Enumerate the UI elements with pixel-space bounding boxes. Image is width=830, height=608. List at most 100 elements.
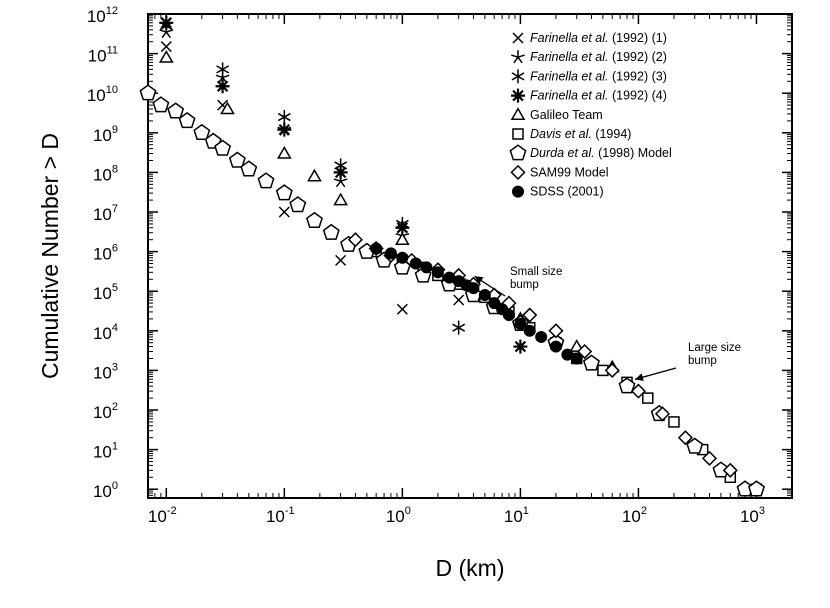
data-point: [159, 15, 174, 30]
legend-label-text: (1992) (4): [609, 89, 667, 103]
y-tick-exponent: 2: [112, 401, 118, 413]
data-point: [409, 257, 422, 270]
data-point: [160, 41, 172, 53]
y-tick-label: 1011: [88, 45, 118, 66]
legend-entry: SDSS (2001): [512, 185, 604, 199]
series-8: [370, 242, 583, 365]
data-point: [289, 196, 307, 213]
data-point: [467, 282, 480, 295]
legend-marker: [511, 50, 525, 64]
data-point: [569, 339, 585, 352]
data-point: [522, 307, 538, 323]
data-point: [396, 251, 409, 264]
data-point: [215, 79, 230, 94]
legend-label: SAM99 Model: [530, 165, 609, 179]
data-point: [570, 352, 583, 365]
data-point: [193, 123, 211, 141]
data-point: [722, 462, 738, 478]
data-point: [240, 160, 258, 177]
y-tick-label: 109: [93, 124, 118, 145]
annotation-text: bump: [688, 355, 717, 367]
legend-label: Durda et al. (1998) Model: [530, 146, 672, 160]
y-tick-label: 105: [93, 282, 118, 303]
legend-label-text: Galileo Team: [530, 108, 603, 122]
x-tick-exponent: -2: [167, 505, 177, 517]
legend-label-italic: Farinella et al.: [530, 31, 609, 45]
data-point: [513, 339, 528, 354]
series-5: [370, 245, 763, 495]
y-tick-exponent: 0: [112, 480, 118, 492]
legend-entry: Galileo Team: [510, 107, 603, 122]
annotation-text: Large size: [688, 342, 741, 354]
data-point: [216, 62, 230, 77]
data-point: [395, 232, 410, 245]
legend-label-text: (1994): [592, 127, 632, 141]
y-tick-label: 100: [93, 480, 118, 501]
legend-label: SDSS (2001): [530, 185, 604, 199]
legend-marker: [512, 32, 524, 44]
x-tick-exponent: 2: [641, 505, 647, 517]
y-tick-label: 107: [93, 203, 118, 224]
x-axis-ticks: 10-2 10-1 100 101 102 103: [148, 14, 765, 526]
y-axis-label: Cumulative Number > D: [37, 133, 63, 379]
data-point: [158, 49, 174, 63]
legend-label-italic: Farinella et al.: [530, 50, 609, 64]
legend-label: Farinella et al. (1992) (3): [530, 69, 667, 83]
data-point: [604, 362, 620, 378]
data-point: [654, 406, 671, 422]
legend-label: Farinella et al. (1992) (1): [530, 31, 667, 45]
legend-entry: Davis et al. (1994): [512, 127, 631, 141]
y-tick-exponent: 11: [107, 45, 118, 57]
legend-label-text: (1998) Model: [595, 146, 672, 160]
legend-label: Davis et al. (1994): [530, 127, 631, 141]
data-point: [139, 84, 157, 101]
y-tick-label: 106: [93, 243, 118, 264]
x-axis-label: D (km): [436, 555, 505, 581]
data-point: [333, 192, 348, 206]
data-point: [548, 323, 564, 339]
x-tick-exponent: 1: [523, 505, 529, 517]
y-tick-exponent: 6: [112, 243, 118, 255]
data-point: [677, 430, 693, 446]
legend-entry: Farinella et al. (1992) (2): [511, 50, 667, 64]
data-point: [478, 289, 491, 302]
data-point: [535, 330, 548, 343]
legend-entry: Farinella et al. (1992) (1): [512, 31, 667, 45]
legend-marker: [510, 164, 526, 180]
annotation-arrowhead: [634, 373, 644, 382]
data-point: [452, 320, 466, 335]
data-point: [701, 450, 718, 466]
y-tick-exponent: 9: [112, 124, 118, 136]
x-tick-label: 101: [504, 505, 529, 526]
legend-entry: Farinella et al. (1992) (4): [511, 89, 667, 103]
data-point: [347, 232, 363, 248]
legend-marker: [512, 185, 524, 198]
legend-entry: Durda et al. (1998) Model: [509, 144, 672, 161]
data-point: [277, 110, 291, 125]
data-point: [257, 172, 275, 189]
data-series: [139, 15, 765, 497]
annotation-arrowhead: [474, 276, 484, 284]
y-tick-exponent: 7: [112, 203, 118, 215]
legend-label: Farinella et al. (1992) (2): [530, 50, 667, 64]
data-point: [276, 146, 292, 159]
y-tick-exponent: 4: [112, 322, 118, 334]
data-point: [642, 392, 654, 404]
y-tick-exponent: 10: [106, 84, 118, 96]
x-tick-exponent: 3: [759, 505, 765, 517]
y-tick-exponent: 12: [106, 5, 118, 17]
y-tick-exponent: 3: [112, 361, 118, 373]
data-point: [322, 223, 340, 240]
legend-label-text: (1992) (3): [609, 69, 667, 83]
series-1: [159, 25, 466, 291]
data-point: [630, 383, 646, 399]
data-point: [277, 122, 292, 137]
legend-label-text: SDSS (2001): [530, 185, 604, 199]
y-tick-exponent: 8: [112, 163, 118, 175]
y-tick-exponent: 1: [112, 441, 118, 453]
data-point: [514, 317, 527, 330]
x-tick-exponent: -1: [285, 505, 295, 517]
